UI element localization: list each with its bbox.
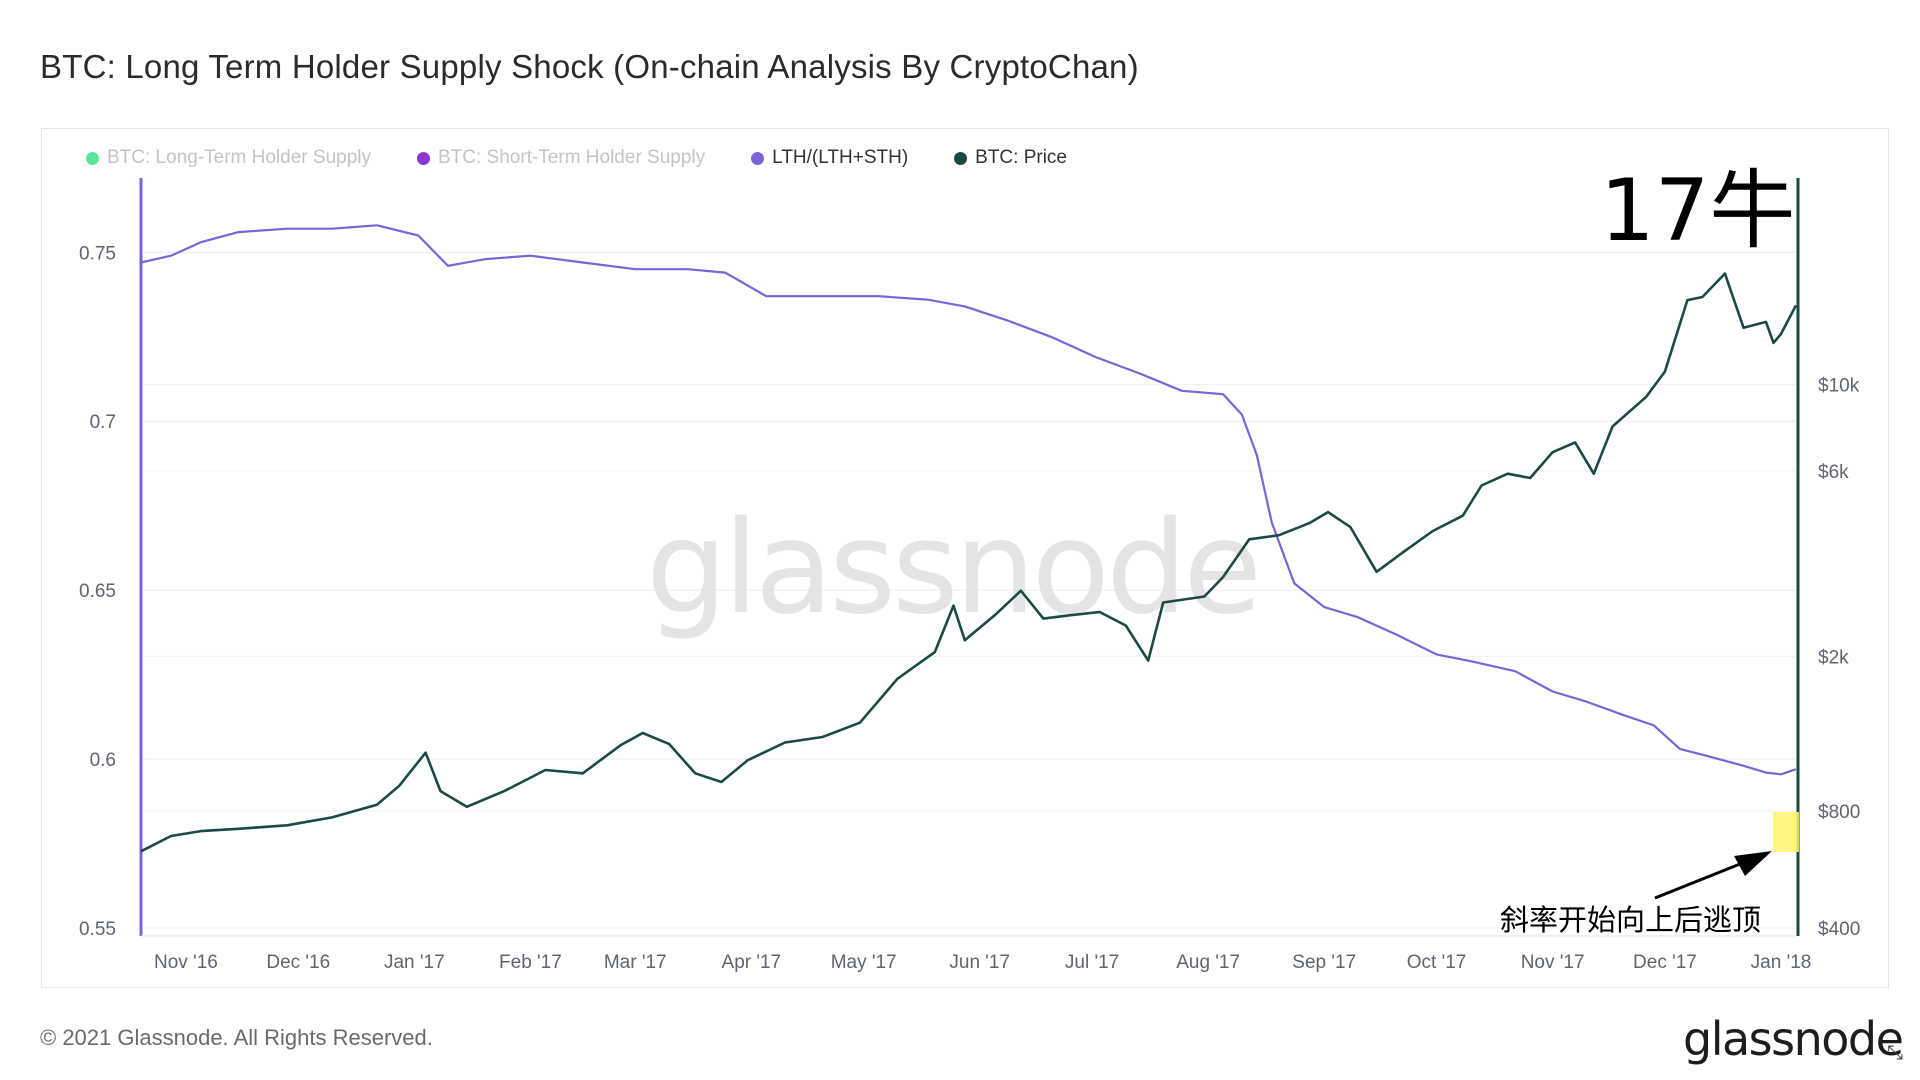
legend: BTC: Long-Term Holder Supply BTC: Short-… xyxy=(86,147,1113,169)
y-left-tick-label: 0.75 xyxy=(79,243,116,264)
legend-label: BTC: Short-Term Holder Supply xyxy=(438,147,706,168)
x-tick-label: Sep '17 xyxy=(1292,952,1356,973)
legend-item-price[interactable]: BTC: Price xyxy=(954,147,1067,169)
legend-dot-ratio-icon xyxy=(751,151,765,165)
copyright-footer: © 2021 Glassnode. All Rights Reserved. xyxy=(40,1025,433,1050)
y-left-tick-label: 0.65 xyxy=(79,581,116,602)
y-right-tick-label: $10k xyxy=(1818,376,1860,397)
glassnode-logo: glassnode xyxy=(1683,1012,1904,1066)
legend-dot-sth-supply-icon xyxy=(417,151,430,165)
x-tick-label: Oct '17 xyxy=(1407,952,1467,973)
annotation-big-label: 17牛 xyxy=(1600,161,1795,261)
series-lines xyxy=(140,224,1798,853)
tick-labels: 0.55 0.6 0.65 0.7 0.75 $400 $800 $2k $6k $10k Nov … xyxy=(79,243,1860,973)
legend-dot-lth-supply-icon xyxy=(86,151,99,165)
legend-item-lth-supply[interactable]: BTC: Long-Term Holder Supply xyxy=(86,147,371,169)
watermark: glassnode xyxy=(646,494,1258,643)
x-tick-label: Jan '17 xyxy=(384,952,445,973)
grid-lines xyxy=(141,251,1796,929)
x-tick-label: Apr '17 xyxy=(722,952,782,973)
highlight-box xyxy=(1773,812,1799,852)
legend-item-ratio[interactable]: LTH/(LTH+STH) xyxy=(751,147,908,169)
x-tick-label: Jan '18 xyxy=(1751,952,1812,973)
x-tick-label: Mar '17 xyxy=(604,952,667,973)
expand-icon[interactable]: ⤡ xyxy=(1887,1042,1903,1064)
y-left-tick-label: 0.7 xyxy=(90,412,116,433)
x-tick-label: May '17 xyxy=(831,952,897,973)
y-right-tick-label: $6k xyxy=(1818,462,1849,483)
legend-dot-price-icon xyxy=(954,151,968,165)
legend-item-sth-supply[interactable]: BTC: Short-Term Holder Supply xyxy=(417,147,705,169)
series-line-btc-price xyxy=(140,272,1798,853)
x-tick-label: Feb '17 xyxy=(499,952,562,973)
chart-title: BTC: Long Term Holder Supply Shock (On-c… xyxy=(40,48,1139,85)
y-right-tick-label: $2k xyxy=(1818,647,1849,668)
legend-label: BTC: Long-Term Holder Supply xyxy=(107,147,371,168)
x-tick-label: Dec '17 xyxy=(1633,952,1697,973)
legend-label: BTC: Price xyxy=(975,147,1068,168)
y-right-tick-label: $400 xyxy=(1818,919,1860,940)
annotation-arrow-note: 斜率开始向上后逃顶 xyxy=(1500,903,1761,937)
chart-frame xyxy=(41,128,1889,988)
y-left-tick-label: 0.6 xyxy=(90,750,116,771)
x-tick-label: Aug '17 xyxy=(1176,952,1240,973)
legend-label: LTH/(LTH+STH) xyxy=(772,147,909,168)
y-left-tick-label: 0.55 xyxy=(79,919,116,940)
x-tick-label: Jun '17 xyxy=(949,952,1010,973)
y-right-tick-label: $800 xyxy=(1818,802,1860,823)
annotation-arrow xyxy=(1654,851,1772,900)
axes xyxy=(139,178,1800,937)
x-tick-label: Jul '17 xyxy=(1065,952,1119,973)
x-tick-label: Nov '17 xyxy=(1521,952,1585,973)
x-tick-label: Dec '16 xyxy=(266,952,330,973)
x-tick-label: Nov '16 xyxy=(154,952,218,973)
series-line-lth-ratio xyxy=(140,224,1797,776)
